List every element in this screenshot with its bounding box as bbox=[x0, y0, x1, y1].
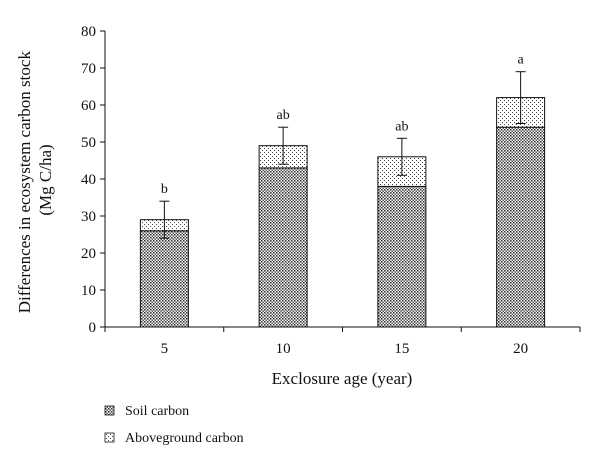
error-bars bbox=[159, 71, 526, 239]
y-tick-label: 30 bbox=[81, 209, 96, 225]
x-tick-label: 10 bbox=[276, 341, 291, 357]
y-tick-label: 70 bbox=[81, 61, 96, 77]
y-axis-title-line-2: (Mg C/ha) bbox=[36, 144, 55, 215]
y-tick-label: 80 bbox=[81, 24, 96, 40]
x-axis-ticks: 5 10 15 20 bbox=[104, 327, 581, 357]
y-tick-label: 10 bbox=[81, 283, 96, 299]
bar-segment-soil-carbon bbox=[258, 167, 308, 328]
significance-labels: b ab ab a bbox=[161, 53, 525, 197]
significance-label: a bbox=[518, 53, 525, 68]
significance-label: ab bbox=[395, 119, 408, 134]
x-tick-label: 5 bbox=[161, 341, 169, 357]
significance-label: ab bbox=[277, 108, 290, 123]
x-tick-label: 15 bbox=[394, 341, 409, 357]
bars bbox=[139, 97, 546, 328]
x-axis-title: Exclosure age (year) bbox=[272, 369, 413, 388]
y-axis-title: Differences in ecosystem carbon stock (M… bbox=[15, 47, 55, 313]
y-axis-title-line-1: Differences in ecosystem carbon stock bbox=[15, 51, 34, 314]
bar-segment-soil-carbon bbox=[377, 185, 427, 328]
legend-swatch-soil-carbon bbox=[104, 405, 115, 416]
y-tick-label: 20 bbox=[81, 246, 96, 262]
legend: Soil carbon Aboveground carbon bbox=[104, 404, 244, 446]
y-axis-ticks: 0 10 20 30 40 50 60 70 80 bbox=[81, 24, 105, 336]
x-tick-label: 20 bbox=[513, 341, 528, 357]
bar-segment-soil-carbon bbox=[496, 126, 546, 328]
bar-segment-soil-carbon bbox=[139, 230, 189, 328]
y-tick-label: 50 bbox=[81, 135, 96, 151]
legend-swatch-aboveground-carbon bbox=[104, 432, 115, 443]
y-tick-label: 0 bbox=[89, 320, 97, 336]
y-tick-label: 60 bbox=[81, 98, 96, 114]
legend-label-aboveground-carbon: Aboveground carbon bbox=[125, 431, 244, 446]
significance-label: b bbox=[161, 182, 168, 197]
y-tick-label: 40 bbox=[81, 172, 96, 188]
legend-label-soil-carbon: Soil carbon bbox=[125, 404, 189, 419]
